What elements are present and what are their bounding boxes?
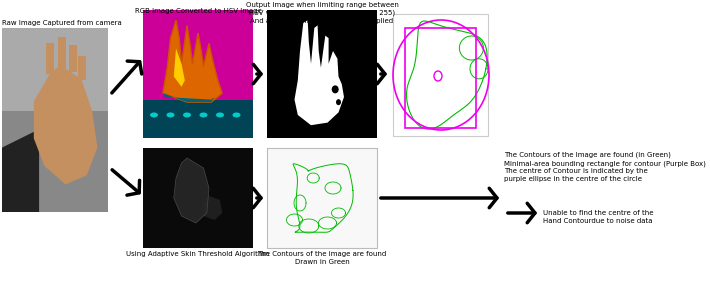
Polygon shape	[204, 196, 222, 220]
Ellipse shape	[200, 112, 207, 117]
Ellipse shape	[167, 112, 175, 117]
Bar	[267, 148, 377, 248]
Text: Raw Image Captured from camera: Raw Image Captured from camera	[2, 20, 121, 26]
Polygon shape	[163, 20, 222, 102]
Polygon shape	[174, 158, 209, 223]
Text: Unable to find the centre of the
Hand Contourdue to noise data: Unable to find the centre of the Hand Co…	[543, 210, 653, 224]
Ellipse shape	[183, 112, 191, 117]
Text: The Contours of the image are found
Drawn in Green: The Contours of the image are found Draw…	[258, 251, 387, 265]
Polygon shape	[2, 129, 39, 212]
Ellipse shape	[216, 112, 224, 117]
Bar	[143, 148, 253, 248]
Ellipse shape	[150, 112, 158, 117]
Bar	[393, 14, 488, 136]
Polygon shape	[34, 65, 97, 185]
Bar	[2, 28, 108, 212]
Polygon shape	[163, 93, 214, 102]
Polygon shape	[295, 20, 344, 125]
Ellipse shape	[332, 85, 339, 93]
Bar	[405, 28, 476, 128]
Bar	[45, 43, 54, 74]
Bar	[2, 28, 108, 111]
Bar	[69, 45, 77, 72]
Bar	[58, 37, 67, 69]
Text: The Contours of the Image are found (in Green)
Minimal-area bounding rectangle f: The Contours of the Image are found (in …	[504, 152, 706, 182]
Bar	[143, 10, 253, 138]
Text: RGB Image Converted to HSV Image: RGB Image Converted to HSV Image	[135, 8, 261, 14]
Ellipse shape	[232, 112, 241, 117]
Text: Using Adaptive Skin Threshold Algorithm: Using Adaptive Skin Threshold Algorithm	[126, 251, 270, 257]
Text: Output Image when limiting range between
HSV values (0, 30, 80) and (20, 150, 25: Output Image when limiting range between…	[246, 2, 398, 24]
Polygon shape	[174, 48, 185, 87]
Bar	[267, 10, 377, 138]
Ellipse shape	[336, 99, 341, 105]
Bar	[143, 100, 253, 138]
Bar	[77, 55, 85, 79]
